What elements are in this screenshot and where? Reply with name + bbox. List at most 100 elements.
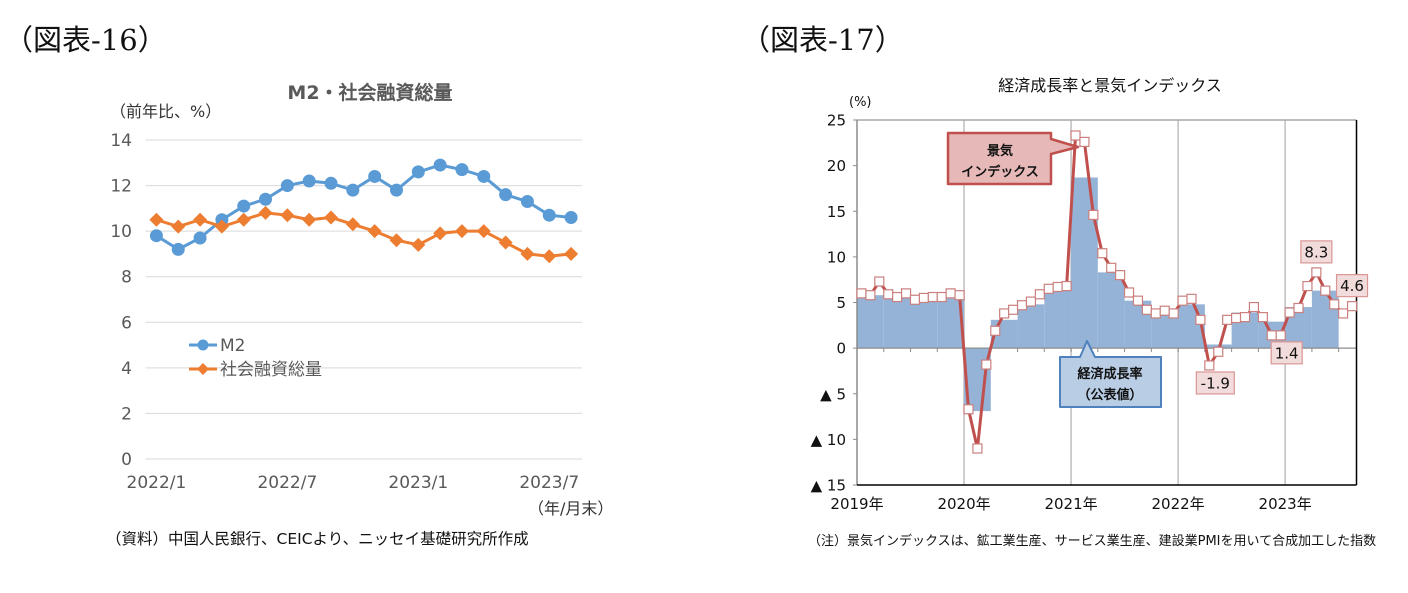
social-financing-point [564, 246, 579, 261]
data-label-box [1335, 274, 1369, 298]
m2-point [237, 199, 251, 213]
m2-point [477, 169, 491, 183]
index-point [1320, 285, 1331, 296]
y-tick-label: 10 [827, 248, 846, 266]
index-point [954, 290, 965, 301]
y-tick-label: 20 [827, 157, 846, 175]
index-point [883, 289, 894, 300]
social-financing-point [214, 219, 229, 234]
legend-label: 社会融資総量 [220, 360, 322, 380]
social-financing-point [302, 212, 317, 227]
legend: M2 社会融資総量 [189, 336, 322, 380]
index-point [1239, 312, 1251, 323]
index-point [990, 325, 1001, 336]
index-callout: 景気インデックス [946, 131, 1080, 186]
diamond-marker-icon [197, 363, 209, 375]
index-point [918, 292, 929, 304]
m2-point [324, 176, 338, 190]
circle-marker-icon [197, 339, 209, 351]
y-tick-label: 15 [827, 203, 846, 221]
m2-point [193, 231, 207, 245]
m2-point [433, 158, 447, 172]
index-point [1097, 248, 1108, 259]
index-point [1052, 281, 1063, 293]
callout-text: （公表値） [1077, 387, 1142, 403]
footnote: （注）景気インデックスは、鉱工業生産、サービス業生産、建設業PMIを用いて合成加… [808, 533, 1376, 549]
index-point [1186, 293, 1197, 304]
index-point [1061, 280, 1072, 292]
data-label-text: 4.6 [1340, 277, 1364, 295]
x-tick-label: 2022/1 [127, 473, 187, 493]
m2-line [155, 163, 572, 251]
index-point [1284, 307, 1295, 318]
index-point [1016, 300, 1028, 311]
callout-text: インデックス [961, 164, 1039, 180]
social-financing-point [389, 233, 404, 248]
index-point [945, 288, 956, 299]
index-point [1302, 280, 1313, 292]
index-point [963, 404, 974, 415]
callout-box [946, 131, 1080, 186]
x-tick-label: 2023年 [1259, 495, 1312, 513]
m2-point [259, 192, 273, 206]
index-point [1311, 267, 1322, 278]
index-point [1043, 283, 1054, 294]
index-point [1213, 346, 1224, 357]
index-point [892, 291, 903, 303]
index-point [1275, 330, 1286, 341]
chart-title: 経済成長率と景気インデックス [998, 76, 1222, 95]
social-financing-point [542, 249, 557, 264]
legend-label: M2 [220, 336, 245, 356]
m2-point [520, 195, 534, 209]
index-point [1257, 312, 1268, 323]
index-point [1123, 287, 1135, 298]
index-point [1222, 314, 1233, 325]
y-tick-label: ▲ 15 [811, 477, 846, 495]
social-financing-series [149, 205, 579, 264]
social-financing-point [476, 224, 491, 239]
x-tick-label: 2022/7 [257, 473, 317, 493]
m2-point [149, 229, 163, 243]
m2-point [564, 210, 578, 224]
figure-16-label: （図表-16） [4, 23, 167, 57]
index-point [936, 291, 947, 303]
index-point [1132, 295, 1144, 306]
index-point [1177, 295, 1188, 306]
gdp-callout: 経済成長率 （公表値） [1059, 340, 1162, 408]
index-point [927, 291, 938, 303]
social-financing-point [258, 205, 273, 220]
y-axis-unit-label: (%) [849, 95, 872, 110]
m2-point [346, 183, 360, 197]
x-tick-label: 2022年 [1152, 495, 1205, 513]
data-label: 1.4 [1270, 341, 1303, 365]
index-point [1195, 314, 1206, 325]
index-point [874, 276, 885, 287]
y-tick-label: 8 [121, 268, 132, 288]
y-tick-label: 2 [121, 404, 132, 424]
index-point [1115, 270, 1126, 281]
index-point [1346, 301, 1358, 312]
social-financing-point [280, 208, 295, 223]
x-tick-label: 2020年 [937, 495, 990, 513]
m2-series [149, 158, 578, 256]
index-point [856, 288, 867, 299]
data-label-text: 1.4 [1275, 344, 1299, 362]
x-tick-label: 2021年 [1044, 495, 1097, 513]
m2-point [455, 163, 469, 177]
index-point [1079, 136, 1090, 147]
y-tick-label: 10 [110, 222, 132, 242]
gdp-bar [1097, 272, 1125, 349]
index-point [909, 294, 921, 305]
m2-point [171, 242, 185, 256]
data-label-text: 8.3 [1304, 243, 1328, 261]
x-tick-label: 2019年 [830, 495, 883, 513]
data-label-text: -1.9 [1201, 374, 1230, 392]
y-tick-label: 6 [121, 313, 132, 333]
index-point [1141, 304, 1152, 315]
social-financing-point [367, 224, 382, 239]
social-financing-point [324, 210, 339, 225]
m2-tsf-chart: M2・社会融資総量 （前年比、%） 0 2 4 6 8 10 12 14 2022/1 2022/… [106, 81, 613, 548]
social-financing-point [171, 219, 186, 234]
index-point [1159, 305, 1170, 316]
y-axis-unit-label: （前年比、%） [110, 102, 221, 121]
